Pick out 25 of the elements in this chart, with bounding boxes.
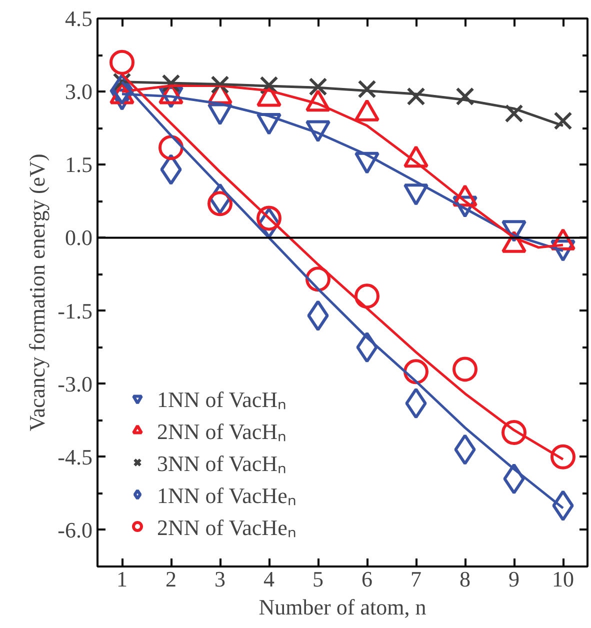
- x-tick-label: 7: [410, 566, 422, 592]
- y-axis-title: Vacancy formation energy (eV): [24, 154, 50, 432]
- legend-label: 1NN of VacHeₙ: [157, 482, 296, 509]
- x-axis-title: Number of atom, n: [258, 594, 426, 620]
- legend-label: 1NN of VacHₙ: [157, 386, 287, 413]
- y-tick-label: 1.5: [65, 152, 92, 178]
- x-tick-label: 5: [312, 566, 324, 592]
- y-tick-label: 0.0: [65, 225, 92, 250]
- legend-label: 2NN of VacHeₙ: [157, 514, 296, 541]
- legend-label: 3NN of VacHₙ: [157, 450, 287, 477]
- x-tick-label: 9: [508, 566, 520, 592]
- x-tick-label: 1: [116, 566, 128, 592]
- y-tick-label: 4.5: [65, 6, 92, 31]
- y-tick-label: -4.5: [58, 444, 92, 470]
- x-tick-label: 2: [166, 566, 176, 592]
- y-tick-label: -6.0: [58, 517, 92, 542]
- x-tick-label: 10: [552, 566, 574, 592]
- x-tick-label: 6: [362, 566, 372, 592]
- y-tick-label: -3.0: [58, 371, 92, 396]
- y-tick-label: -1.5: [58, 298, 92, 324]
- legend-label: 2NN of VacHₙ: [157, 418, 287, 445]
- x-tick-label: 4: [264, 566, 274, 592]
- x-tick-label: 3: [214, 566, 226, 592]
- x-tick-label: 8: [460, 566, 470, 592]
- y-tick-label: 3.0: [65, 79, 92, 104]
